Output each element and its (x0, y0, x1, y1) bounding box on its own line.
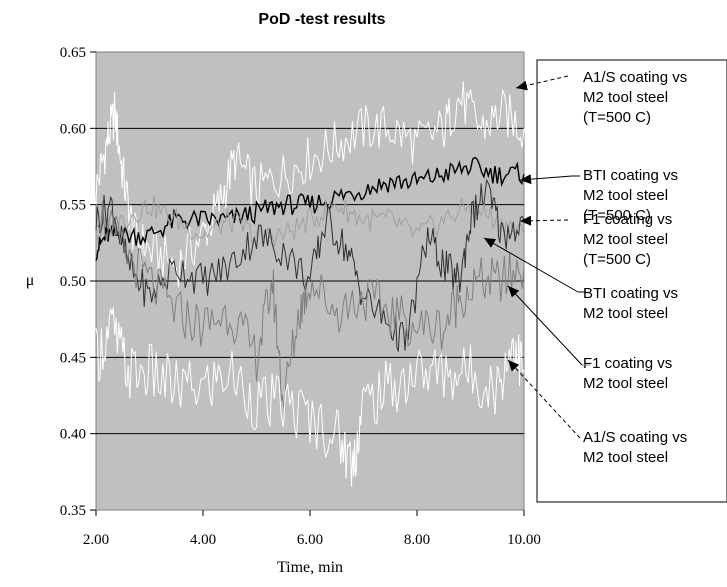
y-tick-label: 0.50 (60, 274, 86, 290)
legend: A1/S coating vs M2 tool steel (T=500 C) BTI… (583, 69, 687, 466)
legend-entry-text: M2 tool steel (583, 375, 668, 392)
legend-leader-line (483, 237, 579, 293)
x-tick-label: 8.00 (404, 532, 430, 548)
x-tick-label: 6.00 (297, 532, 323, 548)
x-tick-label: 10.00 (507, 532, 541, 548)
legend-arrowhead (508, 286, 520, 298)
y-tick-label: 0.60 (60, 121, 86, 137)
y-axis-ticks: 0.35 0.40 0.45 0.50 0.55 0.60 0.65 (60, 45, 96, 519)
y-tick-label: 0.35 (60, 503, 86, 519)
legend-entry-text: (T=500 C) (583, 109, 651, 126)
series-lines (95, 81, 525, 487)
y-tick-label: 0.55 (60, 198, 86, 214)
legend-arrowhead (520, 174, 532, 185)
legend-arrowhead (520, 215, 532, 226)
x-tick-label: 4.00 (190, 532, 216, 548)
y-tick-label: 0.45 (60, 350, 86, 366)
legend-arrowhead (508, 360, 520, 372)
series-line (95, 81, 525, 288)
x-axis-label: Time, min (277, 559, 343, 576)
x-tick-label: 2.00 (83, 532, 109, 548)
legend-box (536, 59, 727, 503)
legend-entry-text: F1 coating vs (583, 355, 672, 372)
legend-leader-line (519, 219, 569, 222)
legend-leader-line (507, 359, 581, 439)
series-line (95, 200, 525, 411)
series-line (95, 156, 525, 261)
legend-entry-text: (T=500 C) (583, 251, 651, 268)
chart-title: PoD -test results (258, 11, 385, 28)
legend-entry-text: BTI coating vs (583, 285, 678, 302)
legend-entry-text: M2 tool steel (583, 187, 668, 204)
legend-entry-text: M2 tool steel (583, 449, 668, 466)
y-axis-label: μ (26, 272, 35, 289)
series-line (95, 178, 525, 352)
legend-arrowhead (484, 238, 496, 248)
y-tick-label: 0.40 (60, 427, 86, 443)
x-axis-ticks: 2.00 4.00 6.00 8.00 10.00 (83, 510, 541, 548)
legend-leader-lines (483, 75, 590, 439)
series-line (95, 195, 525, 248)
legend-entry-text: M2 tool steel (583, 89, 668, 106)
legend-entry-text: (T=500 C) (583, 207, 651, 224)
legend-entry-text: M2 tool steel (583, 305, 668, 322)
legend-entry-text: A1/S coating vs (583, 429, 687, 446)
legend-entry-text: F1 coating vs (583, 211, 672, 228)
series-line (95, 307, 525, 487)
legend-entry-text: M2 tool steel (583, 231, 668, 248)
legend-leader-line (507, 285, 583, 366)
legend-entry-text: BTI coating vs (583, 167, 678, 184)
y-tick-label: 0.65 (60, 45, 86, 61)
legend-entry-text: A1/S coating vs (583, 69, 687, 86)
legend-arrowhead (516, 80, 528, 91)
